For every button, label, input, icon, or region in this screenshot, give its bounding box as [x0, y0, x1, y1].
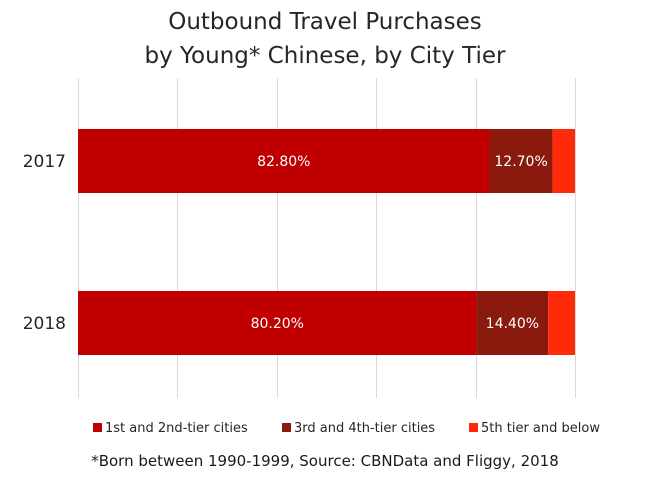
legend: 1st and 2nd-tier cities 3rd and 4th-tier … — [93, 421, 600, 436]
chart-title-line-1: Outbound Travel Purchases — [168, 9, 482, 35]
legend-label: 1st and 2nd-tier cities — [105, 421, 248, 436]
legend-swatch — [93, 423, 102, 432]
bars — [78, 129, 575, 355]
legend-item: 5th tier and below — [469, 421, 600, 436]
data-label: 82.80% — [257, 154, 310, 170]
bar-segment — [78, 129, 490, 193]
bar-segment — [552, 129, 575, 193]
data-label: 80.20% — [251, 316, 304, 332]
category-label: 2018 — [23, 314, 66, 334]
data-label: 14.40% — [486, 316, 539, 332]
category-labels: 2017 2018 — [23, 152, 66, 334]
legend-item: 3rd and 4th-tier cities — [282, 421, 435, 436]
bar-segment — [78, 291, 477, 355]
legend-label: 5th tier and below — [481, 421, 600, 436]
bar-segment — [489, 129, 553, 193]
category-label: 2017 — [23, 152, 66, 172]
legend-swatch — [282, 423, 291, 432]
bar-segment — [476, 291, 549, 355]
legend-label: 3rd and 4th-tier cities — [294, 421, 435, 436]
chart-title-line-2: by Young* Chinese, by City Tier — [144, 43, 506, 69]
source-footnote: *Born between 1990-1999, Source: CBNData… — [91, 452, 559, 470]
data-label: 12.70% — [494, 154, 547, 170]
legend-item: 1st and 2nd-tier cities — [93, 421, 248, 436]
legend-swatch — [469, 423, 478, 432]
bar-segment — [548, 291, 575, 355]
data-labels: 82.80% 12.70% 80.20% 14.40% — [251, 154, 548, 332]
